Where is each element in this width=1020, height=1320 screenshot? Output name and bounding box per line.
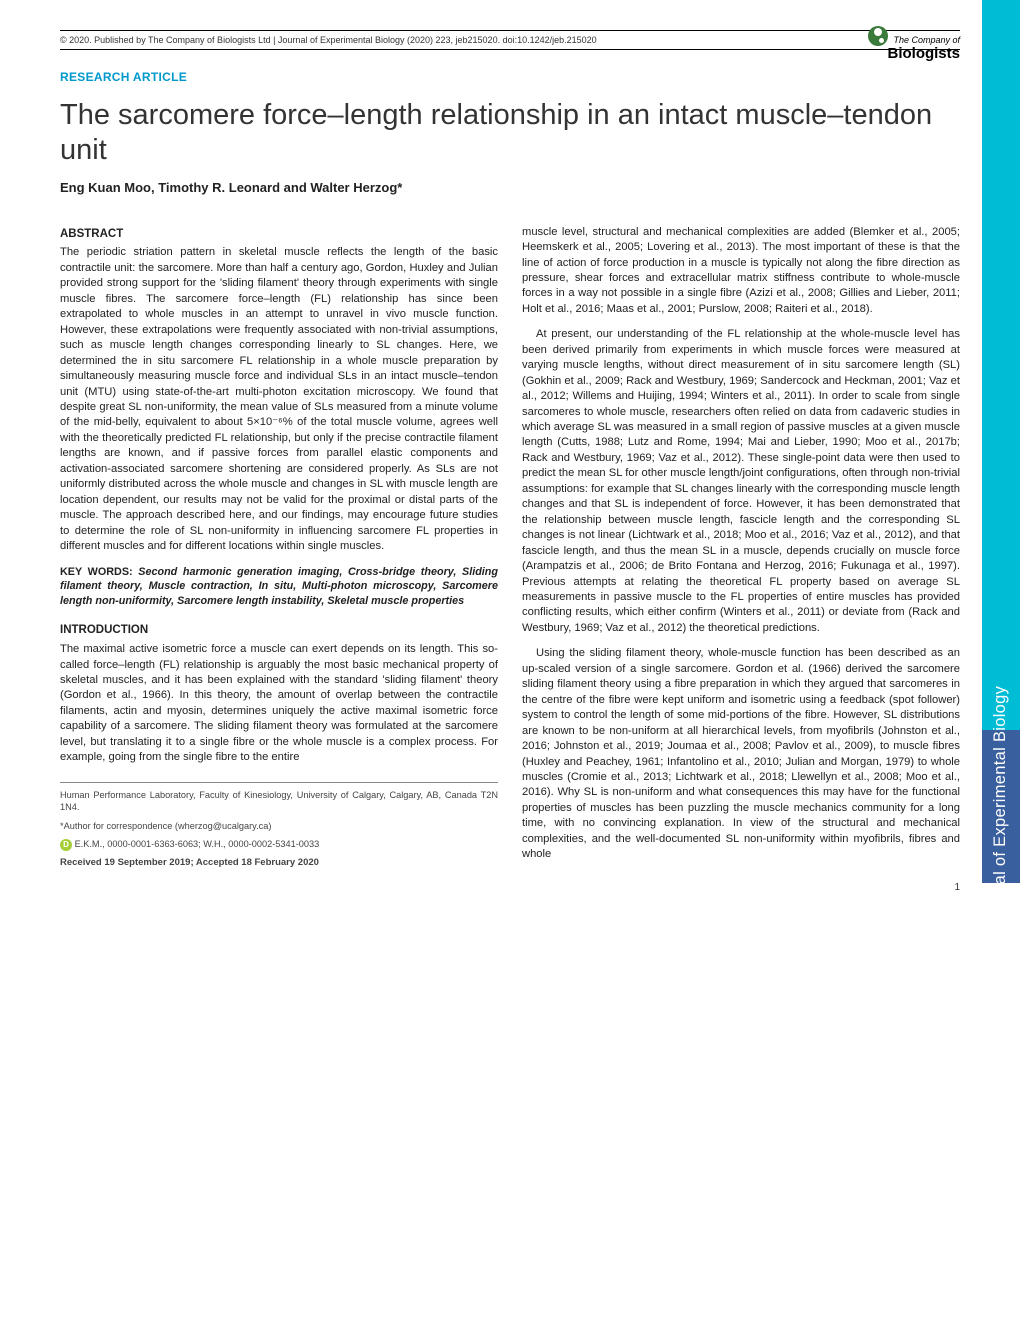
- intro-para1: The maximal active isometric force a mus…: [60, 642, 498, 766]
- correspondence-text: *Author for correspondence (wherzog@ucal…: [60, 820, 498, 832]
- publisher-logo: The Company of Biologists: [868, 23, 960, 63]
- col2-para1: muscle level, structural and mechanical …: [522, 225, 960, 318]
- orcid-icon: D: [60, 839, 72, 851]
- orcid-text: E.K.M., 0000-0001-6363-6063; W.H., 0000-…: [75, 839, 320, 849]
- side-tab-blue: Journal of Experimental Biology: [982, 730, 1020, 883]
- introduction-heading: INTRODUCTION: [60, 623, 498, 639]
- received-dates: Received 19 September 2019; Accepted 18 …: [60, 857, 498, 870]
- journal-name-vertical: Journal of Experimental Biology: [992, 686, 1011, 927]
- affiliation-block: Human Performance Laboratory, Faculty of…: [60, 782, 498, 870]
- logo-icon: [868, 26, 888, 46]
- col2-para2: At present, our understanding of the FL …: [522, 327, 960, 636]
- col2-para3: Using the sliding filament theory, whole…: [522, 646, 960, 862]
- logo-main-text: Biologists: [887, 45, 960, 62]
- copyright-text: © 2020. Published by The Company of Biol…: [60, 35, 597, 45]
- side-tab-cyan: [982, 0, 1020, 730]
- abstract-heading: ABSTRACT: [60, 227, 498, 243]
- abstract-text: The periodic striation pattern in skelet…: [60, 245, 498, 554]
- content-columns: ABSTRACT The periodic striation pattern …: [60, 225, 960, 873]
- article-title: The sarcomere force–length relationship …: [60, 98, 960, 168]
- left-column: ABSTRACT The periodic striation pattern …: [60, 225, 498, 873]
- affiliation-text: Human Performance Laboratory, Faculty of…: [60, 789, 498, 814]
- header-bar: © 2020. Published by The Company of Biol…: [60, 30, 960, 50]
- page-number: 1: [954, 882, 960, 893]
- keywords-block: KEY WORDS: Second harmonic generation im…: [60, 565, 498, 610]
- logo-company-text: The Company of: [893, 35, 960, 45]
- side-tab: Journal of Experimental Biology: [982, 0, 1020, 883]
- right-column: muscle level, structural and mechanical …: [522, 225, 960, 873]
- article-authors: Eng Kuan Moo, Timothy R. Leonard and Wal…: [60, 180, 960, 195]
- page-container: © 2020. Published by The Company of Biol…: [0, 0, 1020, 903]
- keywords-label: KEY WORDS:: [60, 566, 133, 578]
- article-type-label: RESEARCH ARTICLE: [60, 70, 960, 84]
- orcid-row: D E.K.M., 0000-0001-6363-6063; W.H., 000…: [60, 838, 498, 851]
